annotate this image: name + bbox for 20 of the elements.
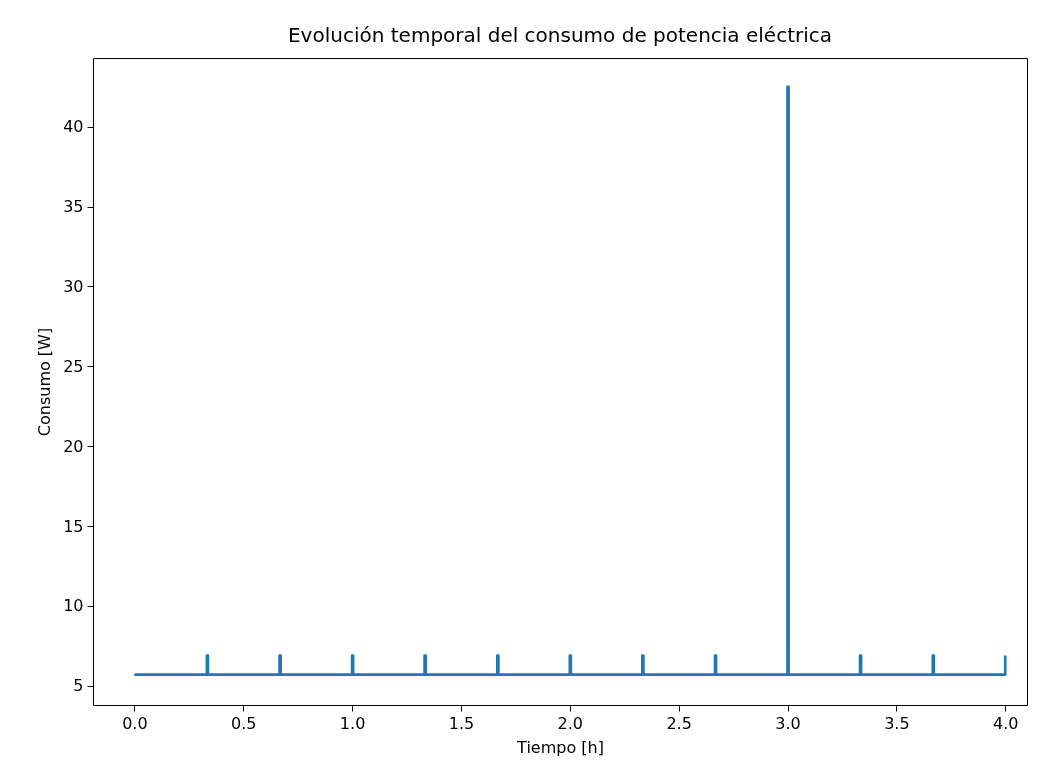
x-tick-label: 3.0 xyxy=(775,713,801,733)
y-tick-label: 5 xyxy=(73,676,84,696)
x-tick-label: 0.0 xyxy=(122,713,148,733)
x-axis-title: Tiempo [h] xyxy=(516,737,604,757)
y-tick-label: 20 xyxy=(63,436,84,456)
x-tick-label: 2.5 xyxy=(666,713,692,733)
y-tick-label: 35 xyxy=(63,197,84,217)
y-tick-label: 15 xyxy=(63,516,84,536)
y-tick-label: 40 xyxy=(63,117,84,137)
y-tick-label: 10 xyxy=(63,596,84,616)
y-tick-label: 25 xyxy=(63,356,84,376)
x-tick-label: 4.0 xyxy=(993,713,1019,733)
x-tick-label: 2.0 xyxy=(557,713,584,733)
x-tick-label: 1.0 xyxy=(339,713,366,733)
chart-title: Evolución temporal del consumo de potencia eléctrica xyxy=(287,23,833,47)
x-tick-label: 3.5 xyxy=(884,713,910,733)
y-axis-title: Consumo [W] xyxy=(35,327,55,437)
x-tick-label: 0.5 xyxy=(231,713,257,733)
y-tick-label: 30 xyxy=(63,276,84,296)
x-tick-label: 1.5 xyxy=(448,713,475,733)
